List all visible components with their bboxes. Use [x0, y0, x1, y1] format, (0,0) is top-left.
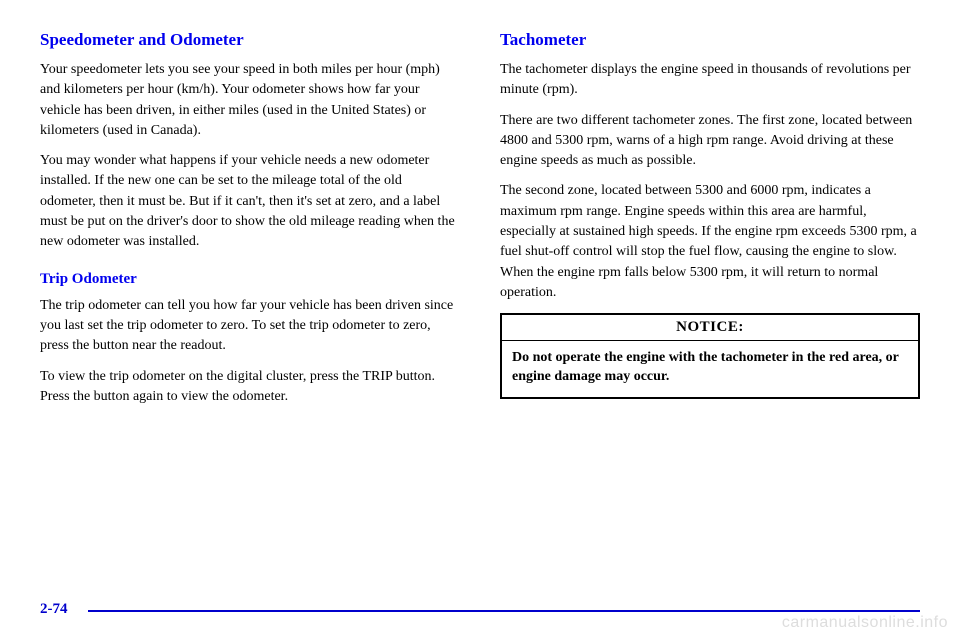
- paragraph: You may wonder what happens if your vehi…: [40, 151, 460, 252]
- notice-box: NOTICE: Do not operate the engine with t…: [500, 313, 920, 399]
- paragraph: There are two different tachometer zones…: [500, 111, 920, 172]
- footer-rule: [88, 610, 920, 612]
- heading-trip-odometer: Trip Odometer: [40, 271, 460, 288]
- page-number: 2-74: [40, 601, 68, 618]
- left-column: Speedometer and Odometer Your speedomete…: [40, 30, 460, 417]
- paragraph: Your speedometer lets you see your speed…: [40, 60, 460, 141]
- paragraph: To view the trip odometer on the digital…: [40, 367, 460, 408]
- notice-body: Do not operate the engine with the tacho…: [502, 341, 918, 397]
- heading-speedometer-odometer: Speedometer and Odometer: [40, 30, 460, 50]
- notice-title: NOTICE:: [502, 315, 918, 341]
- right-column: Tachometer The tachometer displays the e…: [500, 30, 920, 417]
- paragraph: The trip odometer can tell you how far y…: [40, 296, 460, 357]
- watermark: carmanualsonline.info: [782, 614, 948, 632]
- page-footer: 2-74: [40, 610, 920, 612]
- heading-tachometer: Tachometer: [500, 30, 920, 50]
- paragraph: The tachometer displays the engine speed…: [500, 60, 920, 101]
- paragraph: The second zone, located between 5300 an…: [500, 181, 920, 303]
